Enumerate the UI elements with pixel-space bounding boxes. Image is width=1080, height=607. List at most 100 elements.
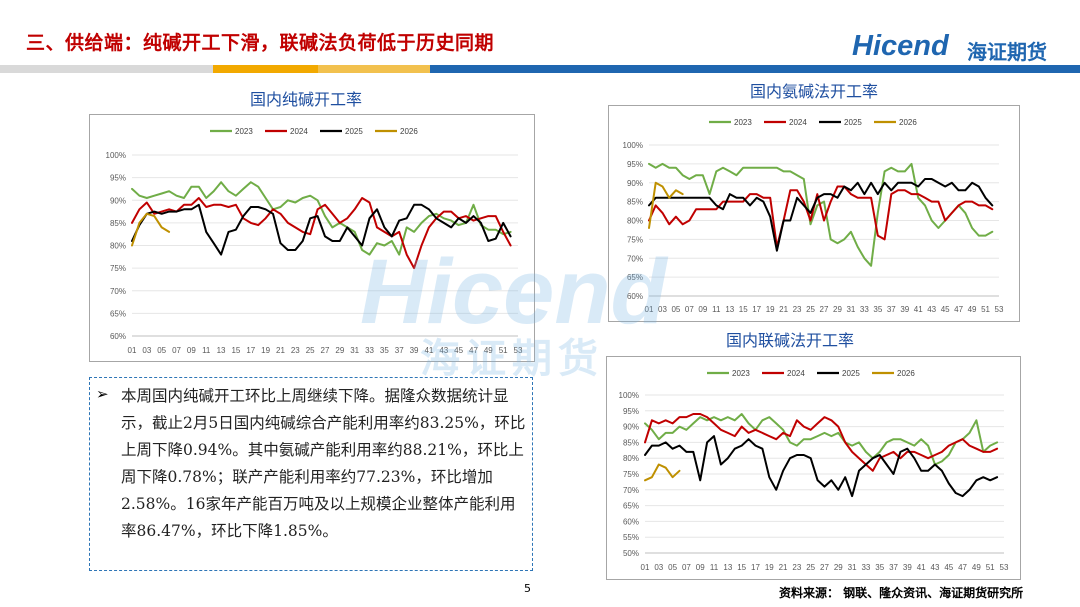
x-tick-label: 41 xyxy=(917,563,926,572)
legend-label-2023: 2023 xyxy=(732,369,750,378)
x-tick-label: 51 xyxy=(499,346,508,355)
x-tick-label: 47 xyxy=(469,346,478,355)
y-tick-label: 65% xyxy=(110,309,126,318)
chart-svg: 60% 65% 70% 75% 80% 85% 90% 95% 100% 01 03 05 07 09 11… xyxy=(623,118,1004,314)
chart-title-soda-ash: 国内纯碱开工率 xyxy=(250,90,363,109)
x-tick-label: 27 xyxy=(820,305,829,314)
x-tick-label: 05 xyxy=(668,563,677,572)
x-tick-label: 45 xyxy=(941,305,950,314)
x-tick-label: 21 xyxy=(779,563,788,572)
x-tick-label: 43 xyxy=(927,305,936,314)
x-tick-label: 45 xyxy=(454,346,463,355)
bullet-arrow-icon: ➢ xyxy=(96,385,109,403)
legend-label-2023: 2023 xyxy=(235,127,253,136)
x-tick-label: 13 xyxy=(725,305,734,314)
x-tick-label: 11 xyxy=(710,563,719,572)
x-tick-label: 15 xyxy=(739,305,748,314)
x-tick-label: 03 xyxy=(654,563,663,572)
legend-label-2026: 2026 xyxy=(899,118,917,127)
x-tick-label: 19 xyxy=(765,563,774,572)
x-tick-label: 49 xyxy=(484,346,493,355)
y-tick-label: 75% xyxy=(623,470,639,479)
y-tick-label: 75% xyxy=(110,264,126,273)
y-tick-label: 80% xyxy=(627,217,643,226)
x-tick-label: 05 xyxy=(157,346,166,355)
x-tick-label: 33 xyxy=(860,305,869,314)
x-tick-label: 37 xyxy=(395,346,404,355)
y-tick-label: 65% xyxy=(623,502,639,511)
legend-label-2026: 2026 xyxy=(400,127,418,136)
x-tick-label: 11 xyxy=(202,346,211,355)
x-tick-label: 39 xyxy=(903,563,912,572)
series-line-2026 xyxy=(648,181,684,229)
chart-joint-soda-operating-rate: 50% 55% 60% 65% 70% 75% 80% 85% 90% 95% 100% 01 03 05… xyxy=(606,356,1021,580)
x-tick-label: 53 xyxy=(1000,563,1009,572)
commentary-box: ➢ 本周国内纯碱开工环比上周继续下降。据隆众数据统计显示，截止2月5日国内纯碱综… xyxy=(89,377,533,571)
x-tick-label: 07 xyxy=(685,305,694,314)
legend-label-2024: 2024 xyxy=(787,369,805,378)
x-tick-label: 11 xyxy=(712,305,721,314)
y-tick-label: 95% xyxy=(623,407,639,416)
x-tick-label: 21 xyxy=(276,346,285,355)
x-tick-label: 29 xyxy=(335,346,344,355)
x-tick-label: 19 xyxy=(766,305,775,314)
x-tick-label: 13 xyxy=(217,346,226,355)
y-tick-label: 65% xyxy=(627,273,643,282)
x-tick-label: 17 xyxy=(751,563,760,572)
x-tick-label: 09 xyxy=(696,563,705,572)
source-note: 资料来源： 钢联、隆众资讯、海证期货研究所 xyxy=(779,586,1024,600)
x-tick-label: 43 xyxy=(931,563,940,572)
legend-label-2023: 2023 xyxy=(734,118,752,127)
x-tick-label: 25 xyxy=(306,346,315,355)
series-line-2023 xyxy=(648,162,994,267)
legend-label-2025: 2025 xyxy=(345,127,363,136)
x-tick-label: 03 xyxy=(142,346,151,355)
y-tick-label: 70% xyxy=(627,254,643,263)
x-tick-label: 23 xyxy=(291,346,300,355)
y-tick-label: 100% xyxy=(619,391,639,400)
y-tick-label: 90% xyxy=(110,196,126,205)
x-tick-label: 27 xyxy=(321,346,330,355)
chart-soda-ash-operating-rate: 60% 65% 70% 75% 80% 85% 90% 95% 100% 01 03 05 07 09 11… xyxy=(89,114,535,362)
x-tick-label: 47 xyxy=(954,305,963,314)
y-tick-label: 85% xyxy=(110,219,126,228)
series-line-2026 xyxy=(644,463,681,482)
page-number: 5 xyxy=(524,582,531,595)
x-tick-label: 19 xyxy=(261,346,270,355)
x-tick-label: 35 xyxy=(875,563,884,572)
x-tick-label: 51 xyxy=(986,563,995,572)
x-tick-label: 53 xyxy=(514,346,523,355)
y-tick-label: 50% xyxy=(623,549,639,558)
x-tick-label: 31 xyxy=(846,305,855,314)
x-tick-label: 45 xyxy=(944,563,953,572)
page-title: 三、供给端：纯碱开工下滑，联碱法负荷低于历史同期 xyxy=(26,32,495,54)
x-tick-label: 15 xyxy=(231,346,240,355)
y-tick-label: 100% xyxy=(106,151,126,160)
legend-label-2026: 2026 xyxy=(897,369,915,378)
x-tick-label: 21 xyxy=(779,305,788,314)
y-tick-label: 75% xyxy=(627,235,643,244)
legend-label-2024: 2024 xyxy=(789,118,807,127)
x-tick-label: 03 xyxy=(658,305,667,314)
x-tick-label: 29 xyxy=(833,305,842,314)
chart-title-joint-soda: 国内联碱法开工率 xyxy=(726,331,855,350)
x-tick-label: 43 xyxy=(439,346,448,355)
y-tick-label: 95% xyxy=(110,174,126,183)
logo-chinese-name: 海证期货 xyxy=(967,40,1047,64)
logo-wordmark: Hicend xyxy=(852,30,949,62)
x-tick-label: 37 xyxy=(889,563,898,572)
y-tick-label: 85% xyxy=(627,198,643,207)
x-tick-label: 29 xyxy=(834,563,843,572)
x-tick-label: 13 xyxy=(723,563,732,572)
x-tick-label: 35 xyxy=(873,305,882,314)
x-tick-label: 53 xyxy=(995,305,1004,314)
series-line-2026 xyxy=(131,212,171,247)
x-tick-label: 35 xyxy=(380,346,389,355)
x-tick-label: 27 xyxy=(820,563,829,572)
legend-label-2024: 2024 xyxy=(290,127,308,136)
y-tick-label: 80% xyxy=(110,242,126,251)
series-line-2025 xyxy=(131,203,512,256)
x-tick-label: 47 xyxy=(958,563,967,572)
series-line-2025 xyxy=(648,178,994,252)
y-tick-label: 55% xyxy=(623,533,639,542)
